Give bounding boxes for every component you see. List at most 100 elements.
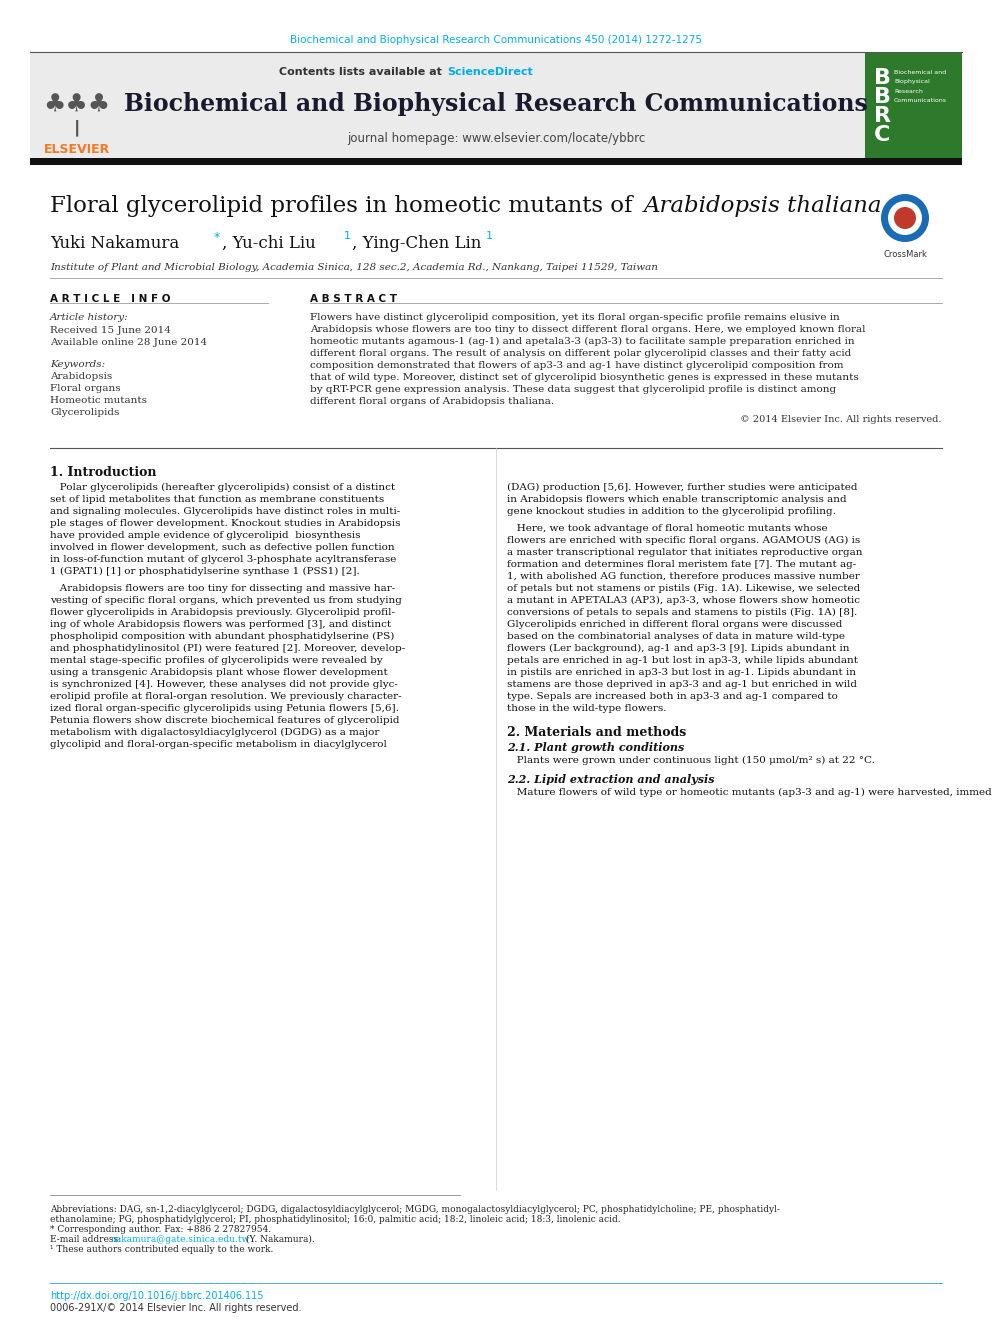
Text: vesting of specific floral organs, which prevented us from studying: vesting of specific floral organs, which…: [50, 595, 402, 605]
Text: by qRT-PCR gene expression analysis. These data suggest that glycerolipid profil: by qRT-PCR gene expression analysis. The…: [310, 385, 836, 394]
Text: phospholipid composition with abundant phosphatidylserine (PS): phospholipid composition with abundant p…: [50, 632, 395, 642]
Text: B: B: [874, 67, 891, 89]
Text: ELSEVIER: ELSEVIER: [44, 143, 110, 156]
Text: using a transgenic Arabidopsis plant whose flower development: using a transgenic Arabidopsis plant who…: [50, 668, 388, 677]
Text: , Yu-chi Liu: , Yu-chi Liu: [222, 235, 321, 251]
Bar: [30, 157, 962, 165]
Text: stamens are those deprived in ap3-3 and ag-1 but enriched in wild: stamens are those deprived in ap3-3 and …: [507, 680, 857, 689]
Text: Plants were grown under continuous light (150 μmol/m² s) at 22 °C.: Plants were grown under continuous light…: [507, 755, 875, 765]
Text: C: C: [874, 124, 891, 146]
Text: R: R: [874, 106, 891, 126]
Text: Petunia flowers show discrete biochemical features of glycerolipid: Petunia flowers show discrete biochemica…: [50, 716, 400, 725]
Text: of petals but not stamens or pistils (Fig. 1A). Likewise, we selected: of petals but not stamens or pistils (Fi…: [507, 583, 860, 593]
Text: have provided ample evidence of glycerolipid  biosynthesis: have provided ample evidence of glycerol…: [50, 531, 360, 540]
Text: ing of whole Arabidopsis flowers was performed [3], and distinct: ing of whole Arabidopsis flowers was per…: [50, 620, 391, 628]
Text: 1, with abolished AG function, therefore produces massive number: 1, with abolished AG function, therefore…: [507, 572, 860, 581]
Text: * Corresponding author. Fax: +886 2 27827954.: * Corresponding author. Fax: +886 2 2782…: [50, 1225, 271, 1234]
Text: and phosphatidylinositol (PI) were featured [2]. Moreover, develop-: and phosphatidylinositol (PI) were featu…: [50, 644, 406, 654]
Text: 1: 1: [486, 232, 493, 241]
Text: different floral organs of Arabidopsis thaliana.: different floral organs of Arabidopsis t…: [310, 397, 555, 406]
Text: http://dx.doi.org/10.1016/j.bbrc.201406.115: http://dx.doi.org/10.1016/j.bbrc.201406.…: [50, 1291, 264, 1301]
Text: Received 15 June 2014: Received 15 June 2014: [50, 325, 171, 335]
Text: 1: 1: [344, 232, 351, 241]
Text: those in the wild-type flowers.: those in the wild-type flowers.: [507, 704, 667, 713]
Text: Homeotic mutants: Homeotic mutants: [50, 396, 147, 405]
Text: ¹ These authors contributed equally to the work.: ¹ These authors contributed equally to t…: [50, 1245, 274, 1254]
Text: Floral glycerolipid profiles in homeotic mutants of: Floral glycerolipid profiles in homeotic…: [50, 194, 640, 217]
Text: conversions of petals to sepals and stamens to pistils (Fig. 1A) [8].: conversions of petals to sepals and stam…: [507, 609, 857, 617]
Text: type. Sepals are increased both in ap3-3 and ag-1 compared to: type. Sepals are increased both in ap3-3…: [507, 692, 838, 701]
Text: 0006-291X/© 2014 Elsevier Inc. All rights reserved.: 0006-291X/© 2014 Elsevier Inc. All right…: [50, 1303, 302, 1312]
Text: and signaling molecules. Glycerolipids have distinct roles in multi-: and signaling molecules. Glycerolipids h…: [50, 507, 400, 516]
Text: different floral organs. The result of analysis on different polar glycerolipid : different floral organs. The result of a…: [310, 349, 851, 359]
Text: that of wild type. Moreover, distinct set of glycerolipid biosynthetic genes is : that of wild type. Moreover, distinct se…: [310, 373, 859, 382]
Text: *: *: [214, 232, 220, 243]
Text: , Ying-Chen Lin: , Ying-Chen Lin: [352, 235, 487, 251]
Text: metabolism with digalactosyldiacylglycerol (DGDG) as a major: metabolism with digalactosyldiacylglycer…: [50, 728, 379, 737]
Text: composition demonstrated that flowers of ap3-3 and ag-1 have distinct glycerolip: composition demonstrated that flowers of…: [310, 361, 843, 370]
Text: Institute of Plant and Microbial Biology, Academia Sinica, 128 sec.2, Academia R: Institute of Plant and Microbial Biology…: [50, 263, 658, 273]
Text: set of lipid metabolites that function as membrane constituents: set of lipid metabolites that function a…: [50, 495, 384, 504]
Text: A B S T R A C T: A B S T R A C T: [310, 294, 397, 304]
Text: Arabidopsis thaliana: Arabidopsis thaliana: [644, 194, 883, 217]
Text: mental stage-specific profiles of glycerolipids were revealed by: mental stage-specific profiles of glycer…: [50, 656, 383, 665]
Text: Polar glycerolipids (hereafter glycerolipids) consist of a distinct: Polar glycerolipids (hereafter glyceroli…: [50, 483, 395, 492]
Text: Biochemical and: Biochemical and: [894, 70, 946, 75]
Text: CrossMark: CrossMark: [883, 250, 927, 259]
Text: ple stages of flower development. Knockout studies in Arabidopsis: ple stages of flower development. Knocko…: [50, 519, 401, 528]
Circle shape: [881, 194, 929, 242]
Text: a mutant in APETALA3 (AP3), ap3-3, whose flowers show homeotic: a mutant in APETALA3 (AP3), ap3-3, whose…: [507, 595, 860, 605]
Text: Article history:: Article history:: [50, 314, 129, 321]
Text: Floral organs: Floral organs: [50, 384, 121, 393]
Text: flowers (Ler background), ag-1 and ap3-3 [9]. Lipids abundant in: flowers (Ler background), ag-1 and ap3-3…: [507, 644, 849, 654]
Text: Research: Research: [894, 89, 923, 94]
Text: homeotic mutants agamous-1 (ag-1) and apetala3-3 (ap3-3) to facilitate sample pr: homeotic mutants agamous-1 (ag-1) and ap…: [310, 337, 855, 347]
Text: Glycerolipids enriched in different floral organs were discussed: Glycerolipids enriched in different flor…: [507, 620, 842, 628]
Text: Here, we took advantage of floral homeotic mutants whose: Here, we took advantage of floral homeot…: [507, 524, 827, 533]
Text: ┃: ┃: [72, 119, 81, 136]
Text: flower glycerolipids in Arabidopsis previously. Glycerolipid profil-: flower glycerolipids in Arabidopsis prev…: [50, 609, 395, 617]
Text: B: B: [874, 87, 891, 107]
Text: E-mail address:: E-mail address:: [50, 1234, 124, 1244]
Text: ized floral organ-specific glycerolipids using Petunia flowers [5,6].: ized floral organ-specific glycerolipids…: [50, 704, 399, 713]
Text: Arabidopsis flowers are too tiny for dissecting and massive har-: Arabidopsis flowers are too tiny for dis…: [50, 583, 395, 593]
Text: Biochemical and Biophysical Research Communications: Biochemical and Biophysical Research Com…: [124, 93, 868, 116]
Circle shape: [888, 201, 922, 235]
Text: Communications: Communications: [894, 98, 947, 103]
Text: Glycerolipids: Glycerolipids: [50, 407, 119, 417]
Text: Abbreviations: DAG, sn-1,2-diacylglycerol; DGDG, digalactosyldiacylglycerol; MGD: Abbreviations: DAG, sn-1,2-diacylglycero…: [50, 1205, 780, 1215]
Text: nakamura@gate.sinica.edu.tw: nakamura@gate.sinica.edu.tw: [111, 1234, 250, 1244]
Bar: [865, 52, 962, 160]
Text: ♣♣♣: ♣♣♣: [44, 93, 110, 116]
Text: a master transcriptional regulator that initiates reproductive organ: a master transcriptional regulator that …: [507, 548, 862, 557]
Text: ethanolamine; PG, phosphatidylglycerol; PI, phosphatidylinositol; 16:0, palmitic: ethanolamine; PG, phosphatidylglycerol; …: [50, 1215, 621, 1224]
Text: ScienceDirect: ScienceDirect: [447, 67, 533, 77]
Text: A R T I C L E   I N F O: A R T I C L E I N F O: [50, 294, 171, 304]
Text: formation and determines floral meristem fate [7]. The mutant ag-: formation and determines floral meristem…: [507, 560, 856, 569]
Text: © 2014 Elsevier Inc. All rights reserved.: © 2014 Elsevier Inc. All rights reserved…: [740, 415, 942, 423]
Text: Contents lists available at: Contents lists available at: [280, 67, 446, 77]
Text: journal homepage: www.elsevier.com/locate/ybbrc: journal homepage: www.elsevier.com/locat…: [347, 132, 645, 146]
Circle shape: [894, 206, 916, 229]
Text: erolipid profile at floral-organ resolution. We previously character-: erolipid profile at floral-organ resolut…: [50, 692, 402, 701]
Text: Keywords:: Keywords:: [50, 360, 105, 369]
Text: Mature flowers of wild type or homeotic mutants (ap3-3 and ag-1) were harvested,: Mature flowers of wild type or homeotic …: [507, 789, 992, 798]
Text: gene knockout studies in addition to the glycerolipid profiling.: gene knockout studies in addition to the…: [507, 507, 836, 516]
Text: flowers are enriched with specific floral organs. AGAMOUS (AG) is: flowers are enriched with specific flora…: [507, 536, 860, 545]
Text: Yuki Nakamura: Yuki Nakamura: [50, 235, 185, 251]
Text: 1. Introduction: 1. Introduction: [50, 466, 157, 479]
Text: Arabidopsis whose flowers are too tiny to dissect different floral organs. Here,: Arabidopsis whose flowers are too tiny t…: [310, 325, 865, 333]
Text: 2.2. Lipid extraction and analysis: 2.2. Lipid extraction and analysis: [507, 774, 714, 785]
Text: 2. Materials and methods: 2. Materials and methods: [507, 726, 686, 740]
Text: involved in flower development, such as defective pollen function: involved in flower development, such as …: [50, 542, 395, 552]
Bar: [30, 52, 125, 160]
Text: (DAG) production [5,6]. However, further studies were anticipated: (DAG) production [5,6]. However, further…: [507, 483, 857, 492]
Text: in loss-of-function mutant of glycerol 3-phosphate acyltransferase: in loss-of-function mutant of glycerol 3…: [50, 556, 397, 564]
Text: glycolipid and floral-organ-specific metabolism in diacylglycerol: glycolipid and floral-organ-specific met…: [50, 740, 387, 749]
Text: Flowers have distinct glycerolipid composition, yet its floral organ-specific pr: Flowers have distinct glycerolipid compo…: [310, 314, 840, 321]
Text: 2.1. Plant growth conditions: 2.1. Plant growth conditions: [507, 742, 684, 753]
Text: petals are enriched in ag-1 but lost in ap3-3, while lipids abundant: petals are enriched in ag-1 but lost in …: [507, 656, 858, 665]
Bar: [125, 52, 865, 157]
Text: (Y. Nakamura).: (Y. Nakamura).: [243, 1234, 314, 1244]
Text: is synchronized [4]. However, these analyses did not provide glyc-: is synchronized [4]. However, these anal…: [50, 680, 398, 689]
